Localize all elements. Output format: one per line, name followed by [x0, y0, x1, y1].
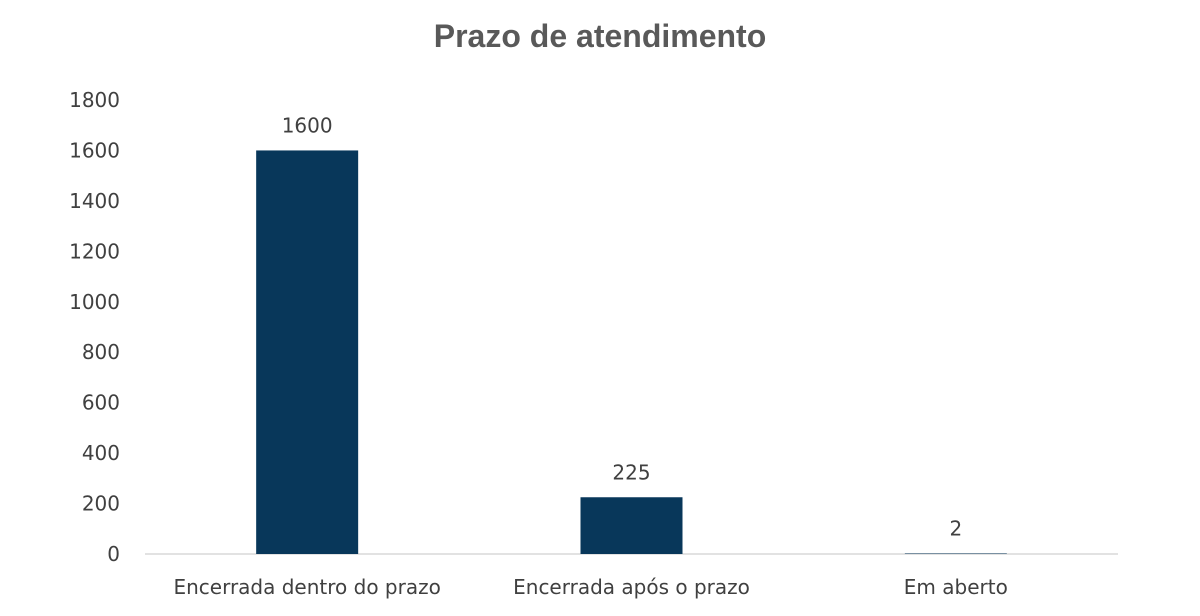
data-label: 2: [949, 516, 962, 540]
y-tick-label: 1600: [69, 138, 120, 162]
y-tick-label: 1200: [69, 239, 120, 263]
y-tick-label: 400: [82, 441, 120, 465]
y-tick-label: 200: [82, 492, 120, 516]
bar: [256, 150, 359, 554]
x-category-label: Encerrada dentro do prazo: [173, 575, 440, 599]
y-tick-label: 1800: [69, 88, 120, 112]
x-category-label: Em aberto: [904, 575, 1008, 599]
y-tick-label: 0: [107, 542, 120, 566]
y-tick-label: 1000: [69, 290, 120, 314]
chart-title: Prazo de atendimento: [433, 18, 767, 54]
bar: [904, 553, 1007, 554]
y-tick-label: 600: [82, 391, 120, 415]
data-label: 1600: [282, 113, 333, 137]
y-tick-label: 800: [82, 340, 120, 364]
data-label: 225: [612, 460, 650, 484]
y-tick-label: 1400: [69, 189, 120, 213]
bar: [580, 497, 683, 554]
x-category-label: Encerrada após o prazo: [513, 575, 750, 599]
